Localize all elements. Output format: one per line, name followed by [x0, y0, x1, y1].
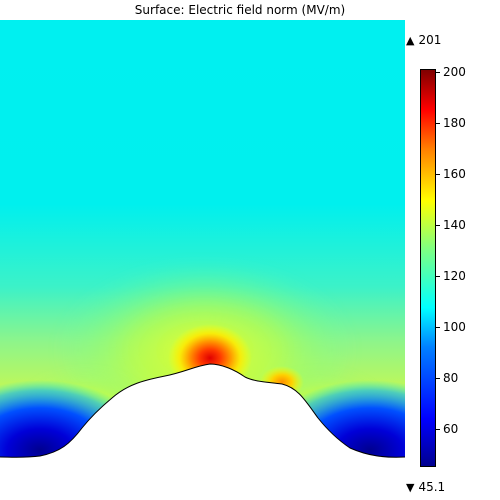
- field-surface: [0, 20, 405, 458]
- colorbar-tick-label: 60: [443, 421, 459, 436]
- colorbar-tick: [436, 377, 440, 379]
- colorbar-tick: [436, 326, 440, 328]
- colorbar-tick-label: 120: [443, 268, 466, 283]
- colorbar-tick: [436, 428, 440, 430]
- colorbar-tick-label: 140: [443, 217, 466, 232]
- up-triangle-icon: ▲: [406, 34, 415, 47]
- colorbar-tick: [436, 71, 440, 73]
- down-triangle-icon: ▼: [406, 481, 415, 494]
- min-value-text: 45.1: [418, 480, 446, 494]
- colorbar-tick-label: 200: [443, 64, 466, 79]
- colorbar-tick-label: 180: [443, 115, 466, 130]
- colorbar-tick-label: 80: [443, 370, 459, 385]
- min-value-label: ▼ 45.1: [406, 480, 445, 494]
- surface-plot: [0, 20, 405, 458]
- colorbar-tick: [436, 122, 440, 124]
- colorbar-tick: [436, 224, 440, 226]
- colorbar-tick: [436, 173, 440, 175]
- colorbar-tick-label: 160: [443, 166, 466, 181]
- boundary-curve: [0, 363, 405, 458]
- max-value-label: ▲ 201: [406, 33, 441, 47]
- max-value-text: 201: [418, 33, 442, 47]
- plot-title: Surface: Electric field norm (MV/m): [134, 3, 346, 17]
- colorbar-tick-label: 100: [443, 319, 466, 334]
- colorbar: [420, 69, 436, 467]
- colorbar-tick: [436, 275, 440, 277]
